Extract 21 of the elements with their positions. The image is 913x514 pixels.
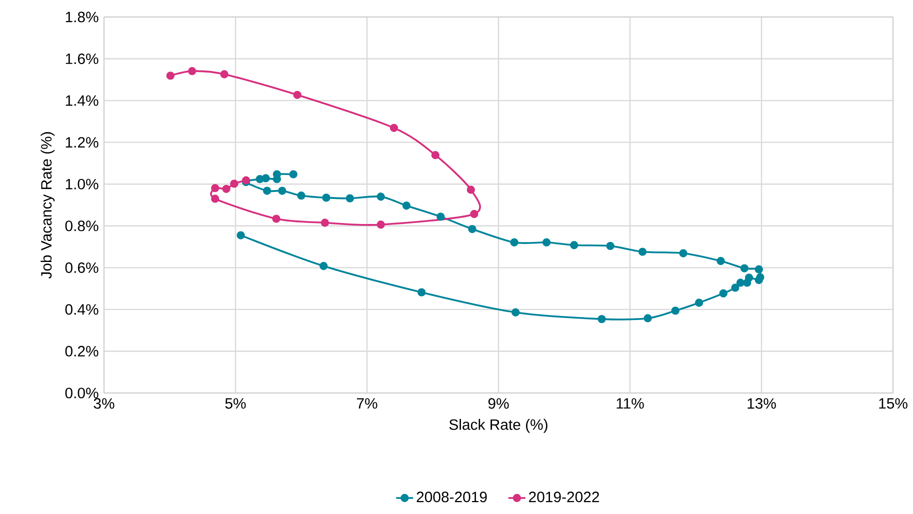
x-tick-label: 13% [748,398,776,409]
x-tick-label: 11% [616,398,644,409]
x-tick-label: 7% [356,398,378,409]
x-tick-label: 15% [879,398,908,409]
y-tick-label: 1.8% [66,12,98,22]
y-tick-label: 1.6% [66,53,98,64]
x-axis-title: Slack Rate (%) [449,418,548,433]
y-tick-label: 1.0% [66,178,98,190]
y-tick-label: 1.4% [66,95,98,106]
y-axis-title: Job Vacancy Rate (%) [40,132,55,279]
y-tick-label: 0.8% [65,220,98,232]
legend-label: 2008-2019 [416,492,487,502]
x-tick-label: 3% [94,398,114,409]
y-tick-label: 0.2% [65,346,98,357]
y-tick-label: 0.0% [65,388,98,398]
y-tick-label: 0.6% [65,262,98,273]
x-tick-label: 9% [488,398,509,409]
legend-label: 2019-2022 [529,492,599,502]
y-tick-label: 0.4% [65,304,98,315]
x-tick-label: 5% [225,398,246,409]
y-tick-label: 1.2% [66,137,98,148]
